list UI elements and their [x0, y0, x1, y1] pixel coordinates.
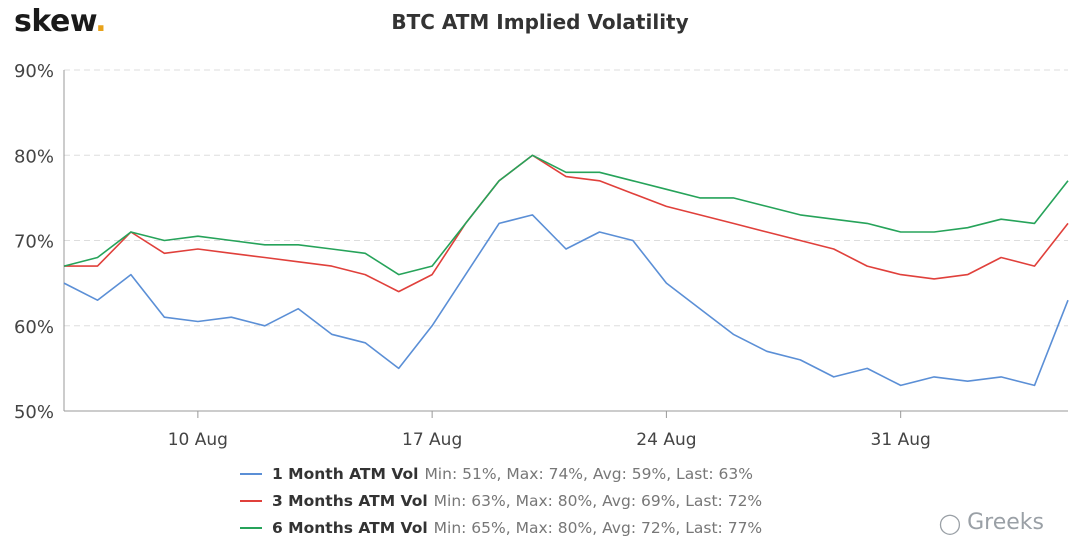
- axis-layer: 50% 60% 70% 80% 90% 10 Aug 17 Aug 24 Aug 31 Aug: [14, 61, 1068, 450]
- legend-stats: Min: 65%, Max: 80%, Avg: 72%, Last: 77%: [433, 518, 763, 537]
- legend-item-1-month[interactable]: 1 Month ATM Vol Min: 51%, Max: 74%, Avg:…: [240, 460, 762, 487]
- x-tick-label: 10 Aug: [168, 430, 228, 450]
- logo-dot: .: [95, 4, 107, 39]
- logo-text: skew: [14, 4, 96, 39]
- skew-logo: skew.: [14, 4, 107, 39]
- watermark: ◯ Greeks: [939, 510, 1044, 535]
- series-layer: [63, 154, 1069, 387]
- legend-item-3-months[interactable]: 3 Months ATM Vol Min: 63%, Max: 80%, Avg…: [240, 487, 762, 514]
- chart-plot: 50% 60% 70% 80% 90% 10 Aug 17 Aug 24 Aug 31 Aug: [14, 61, 1069, 450]
- chart-title: BTC ATM Implied Volatility: [391, 10, 689, 34]
- legend-stats: Min: 51%, Max: 74%, Avg: 59%, Last: 63%: [424, 464, 753, 483]
- x-tick-label: 17 Aug: [402, 430, 462, 450]
- series-line-2: [64, 154, 1069, 293]
- legend-stats: Min: 63%, Max: 80%, Avg: 69%, Last: 72%: [433, 491, 763, 510]
- y-tick-label: 70%: [14, 232, 54, 253]
- legend-swatch-1-month: [240, 472, 262, 475]
- x-tick-label: 24 Aug: [636, 430, 696, 450]
- grid-layer: [64, 69, 1068, 412]
- legend-label: 1 Month ATM Vol: [272, 464, 419, 483]
- chart-legend: 1 Month ATM Vol Min: 51%, Max: 74%, Avg:…: [240, 460, 762, 541]
- x-tick-label: 31 Aug: [871, 430, 931, 450]
- y-tick-label: 60%: [14, 317, 54, 338]
- y-tick-label: 50%: [14, 402, 54, 423]
- series-line-3: [63, 154, 1069, 276]
- y-tick-label: 80%: [14, 146, 54, 167]
- y-tick-label: 90%: [14, 61, 54, 82]
- legend-label: 3 Months ATM Vol: [272, 491, 428, 510]
- legend-label: 6 Months ATM Vol: [272, 518, 428, 537]
- wechat-icon: ◯: [938, 510, 962, 535]
- legend-swatch-6-months: [240, 526, 262, 529]
- watermark-text: Greeks: [967, 510, 1044, 535]
- legend-swatch-3-months: [240, 499, 262, 502]
- legend-item-6-months[interactable]: 6 Months ATM Vol Min: 65%, Max: 80%, Avg…: [240, 514, 762, 541]
- series-line-1: [63, 214, 1069, 387]
